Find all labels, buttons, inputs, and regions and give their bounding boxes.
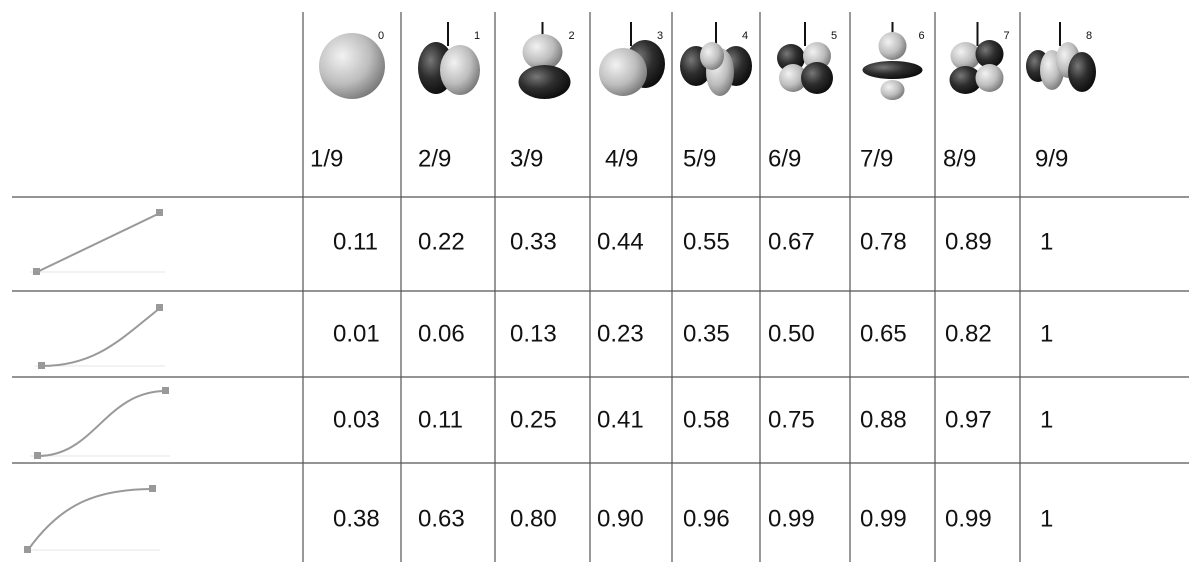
orbital-lobe — [801, 62, 833, 94]
orbital-lobe — [880, 80, 905, 100]
curve-ease-in-out — [30, 387, 170, 459]
orbital-lobe — [950, 42, 981, 70]
header-fraction: 3/9 — [510, 145, 543, 172]
table-cell: 0.80 — [510, 505, 557, 532]
table-cell: 0.55 — [683, 228, 730, 255]
orbital-label: 0 — [378, 30, 384, 42]
table-cell: 1 — [1040, 320, 1053, 347]
table-cell: 0.01 — [333, 320, 380, 347]
orbital-label: 1 — [474, 30, 480, 42]
orbital-image — [319, 33, 385, 99]
orbital-image — [777, 22, 833, 94]
curve-ease-out — [24, 485, 160, 553]
table-cell: 0.88 — [860, 406, 907, 433]
table-cell: 0.50 — [768, 320, 815, 347]
orbital-lobe — [700, 42, 724, 70]
header-fraction: 1/9 — [310, 145, 343, 172]
table-cell: 0.90 — [597, 505, 644, 532]
table-cell: 0.89 — [945, 228, 992, 255]
table-cell: 0.44 — [597, 228, 644, 255]
curve-ease-in — [35, 304, 165, 369]
orbital-lobe — [878, 32, 907, 60]
orbital-image — [599, 22, 665, 96]
orbital-lobe — [1068, 52, 1096, 92]
table-cell: 0.41 — [597, 406, 644, 433]
orbital-image — [680, 22, 752, 96]
curve-thumbnails — [24, 209, 170, 553]
curve-linear — [30, 209, 165, 275]
orbital-lobe — [779, 64, 807, 92]
header-fraction: 2/9 — [418, 145, 451, 172]
table-cell: 0.13 — [510, 320, 557, 347]
orbital-lobe — [975, 64, 1004, 92]
orbital-lobe — [949, 66, 982, 94]
orbital-lobe — [803, 42, 831, 70]
orbital-label: 8 — [1086, 30, 1092, 42]
header-fraction: 5/9 — [683, 145, 716, 172]
table-cell: 0.33 — [510, 228, 557, 255]
orbital-lobe — [862, 61, 923, 79]
table-cell: 0.25 — [510, 406, 557, 433]
orbital-image — [949, 22, 1004, 94]
table-cell: 1 — [1040, 505, 1053, 532]
table-cell: 0.99 — [860, 505, 907, 532]
header-fraction: 6/9 — [768, 145, 801, 172]
table-cell: 0.67 — [768, 228, 815, 255]
table-cell: 0.96 — [683, 505, 730, 532]
table-rules — [12, 12, 1189, 562]
orbital-label: 3 — [657, 30, 663, 42]
orbital-image — [862, 22, 923, 100]
orbital-label: 6 — [919, 30, 925, 42]
header-fraction: 7/9 — [860, 145, 893, 172]
orbital-image — [1026, 22, 1096, 92]
header-fraction: 9/9 — [1035, 145, 1068, 172]
table-cell: 0.78 — [860, 228, 907, 255]
orbital-lobe — [440, 45, 480, 95]
orbital-lobe — [975, 40, 1004, 68]
orbital-label: 4 — [742, 30, 748, 42]
header-fraction: 8/9 — [943, 145, 976, 172]
table-cell: 0.03 — [333, 406, 380, 433]
table-cell: 0.99 — [768, 505, 815, 532]
table-cell: 0.11 — [418, 406, 463, 433]
table-cell: 0.63 — [418, 505, 465, 532]
table-cell: 1 — [1040, 228, 1053, 255]
orbital-label: 2 — [569, 30, 575, 42]
orbital-lobe — [518, 65, 571, 99]
table-cell: 0.82 — [945, 320, 992, 347]
table-cell: 0.58 — [683, 406, 730, 433]
orbital-lobe — [599, 48, 647, 96]
table-cell: 0.11 — [333, 228, 378, 255]
table-cell: 0.38 — [333, 505, 380, 532]
orbital-label: 7 — [1004, 30, 1010, 42]
table-cell: 0.99 — [945, 505, 992, 532]
orbital-label: 5 — [831, 30, 837, 42]
orbital-image — [518, 22, 571, 99]
table-cell: 0.22 — [418, 228, 465, 255]
table-cell: 1 — [1040, 406, 1053, 433]
orbital-lobe — [319, 33, 385, 99]
table-cell: 0.75 — [768, 406, 815, 433]
orbital-lobe — [522, 34, 563, 70]
table-cell: 0.97 — [945, 406, 992, 433]
orbital-image — [418, 22, 480, 95]
table-cell: 0.65 — [860, 320, 907, 347]
table-cell: 0.35 — [683, 320, 730, 347]
table-cell: 0.06 — [418, 320, 465, 347]
table-cell: 0.23 — [597, 320, 644, 347]
header-fraction: 4/9 — [605, 145, 638, 172]
